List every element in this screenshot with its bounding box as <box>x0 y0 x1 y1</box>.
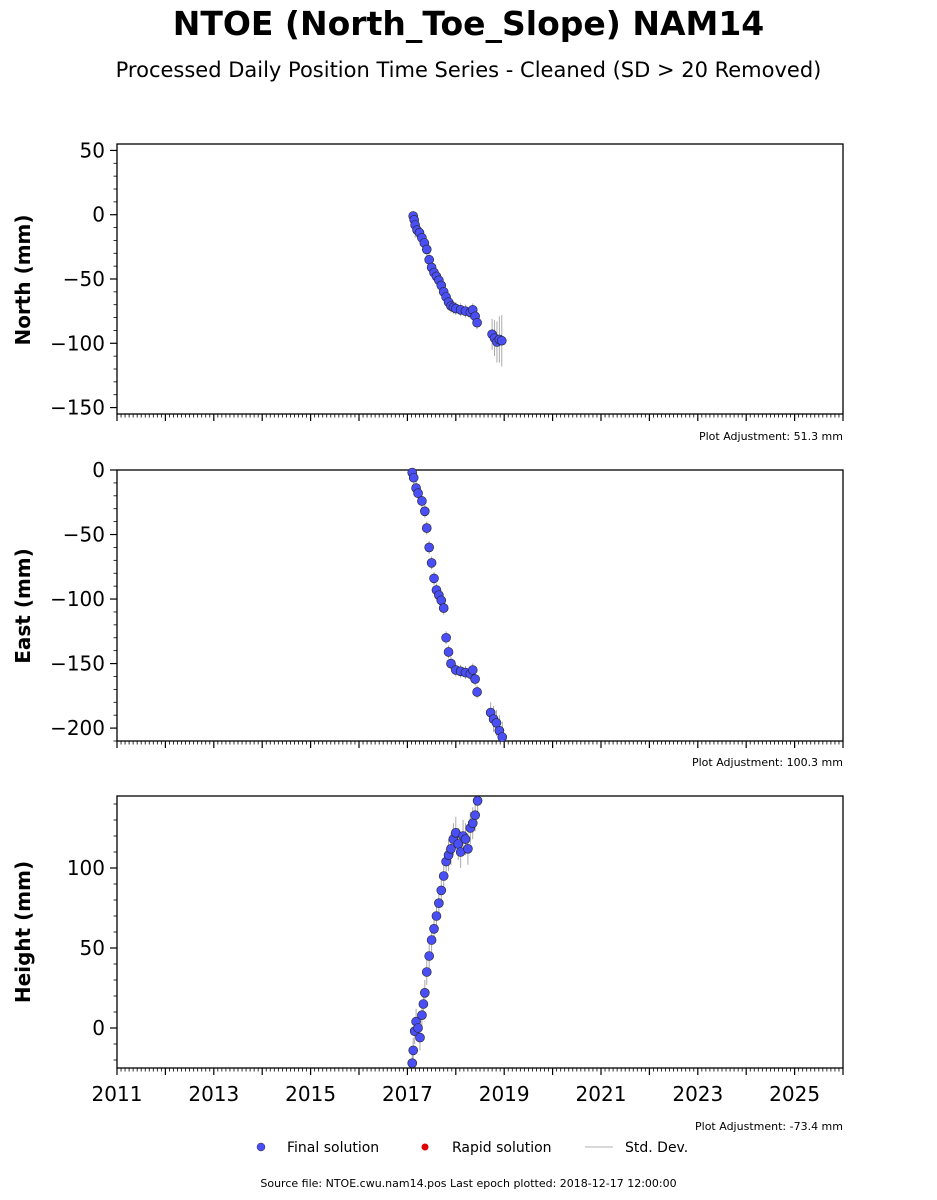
data-point <box>415 1032 425 1043</box>
x-tick-label: 2025 <box>769 1082 820 1106</box>
height-panel: Height (mm) Plot Adjustment: -73.4 mm 10… <box>11 795 844 1133</box>
east-adjustment: Plot Adjustment: 100.3 mm <box>692 756 843 769</box>
data-point <box>460 834 471 845</box>
chart-title: NTOE (North_Toe_Slope) NAM14 <box>172 4 765 43</box>
data-point <box>470 810 480 821</box>
legend-rapid-label: Rapid solution <box>452 1140 552 1156</box>
data-point <box>436 885 447 896</box>
data-point <box>463 843 473 854</box>
data-point <box>470 674 480 684</box>
data-point <box>408 1045 419 1056</box>
data-point <box>438 871 449 881</box>
data-point <box>408 472 419 483</box>
data-point <box>420 506 430 517</box>
data-point <box>497 732 508 742</box>
y-tick-label: −100 <box>50 587 105 611</box>
plot-frame <box>116 795 844 1069</box>
y-tick-label: 50 <box>80 936 105 960</box>
legend-std-label: Std. Dev. <box>625 1140 688 1156</box>
y-tick-label: −50 <box>63 267 105 291</box>
plot-frame <box>116 469 844 742</box>
y-tick-label: −50 <box>63 523 105 547</box>
x-tick-label: 2015 <box>285 1082 336 1106</box>
x-tick-label: 2021 <box>576 1082 627 1106</box>
y-tick-label: 50 <box>80 138 105 162</box>
data-point <box>426 558 437 568</box>
data-point <box>434 898 444 909</box>
data-point <box>424 951 434 961</box>
north-ylabel: North (mm) <box>11 214 35 345</box>
data-point <box>417 496 427 506</box>
legend-final-label: Final solution <box>287 1140 379 1156</box>
data-point <box>418 999 429 1009</box>
data-point <box>441 632 451 643</box>
data-point <box>472 317 482 328</box>
east-panel: East (mm) Plot Adjustment: 100.3 mm 0 −50… <box>11 458 844 769</box>
data-point <box>472 795 483 806</box>
data-point <box>421 523 432 533</box>
east-ylabel: East (mm) <box>11 548 35 664</box>
data-point <box>438 603 449 613</box>
x-tick-label: 2013 <box>188 1082 239 1106</box>
data-point <box>446 843 456 854</box>
north-adjustment: Plot Adjustment: 51.3 mm <box>699 430 843 443</box>
x-tick-label: 2017 <box>382 1082 433 1106</box>
data-point <box>429 573 439 584</box>
y-tick-label: 0 <box>92 1016 105 1040</box>
data-point <box>467 818 478 829</box>
data-point <box>413 488 423 499</box>
y-tick-label: −100 <box>50 331 105 355</box>
y-tick-label: −150 <box>50 652 105 676</box>
data-point <box>443 647 454 657</box>
data-point <box>496 335 507 346</box>
data-point <box>421 244 432 255</box>
data-point <box>426 935 437 945</box>
y-tick-label: 0 <box>92 203 105 227</box>
source-footer: Source file: NTOE.cwu.nam14.pos Last epo… <box>260 1177 677 1190</box>
plot-frame <box>116 143 844 415</box>
north-panel: North (mm) Plot Adjustment: 51.3 mm 50 0 −… <box>11 138 844 443</box>
chart-subtitle: Processed Daily Position Time Series - C… <box>115 58 822 82</box>
legend-rapid-marker <box>421 1143 429 1151</box>
data-point <box>446 658 456 669</box>
y-tick-label: −150 <box>50 396 105 420</box>
legend-final-marker <box>256 1142 266 1152</box>
x-tick-label: 2019 <box>479 1082 530 1106</box>
data-point <box>417 1010 427 1021</box>
data-point <box>420 987 430 998</box>
legend: Final solution Rapid solution Std. Dev. <box>256 1140 688 1156</box>
y-tick-label: 100 <box>67 856 105 880</box>
data-point <box>424 542 434 553</box>
y-tick-label: 0 <box>92 458 105 482</box>
data-point <box>431 911 442 921</box>
data-point <box>429 923 439 934</box>
data-point <box>421 967 432 977</box>
x-tick-label: 2011 <box>92 1082 143 1106</box>
data-point <box>472 687 482 697</box>
x-tick-label: 2023 <box>672 1082 723 1106</box>
data-point <box>467 665 478 675</box>
data-point <box>407 1058 418 1068</box>
data-point <box>413 1023 423 1033</box>
height-adjustment: Plot Adjustment: -73.4 mm <box>695 1120 843 1133</box>
y-tick-label: −200 <box>50 716 105 740</box>
height-ylabel: Height (mm) <box>11 861 35 1003</box>
